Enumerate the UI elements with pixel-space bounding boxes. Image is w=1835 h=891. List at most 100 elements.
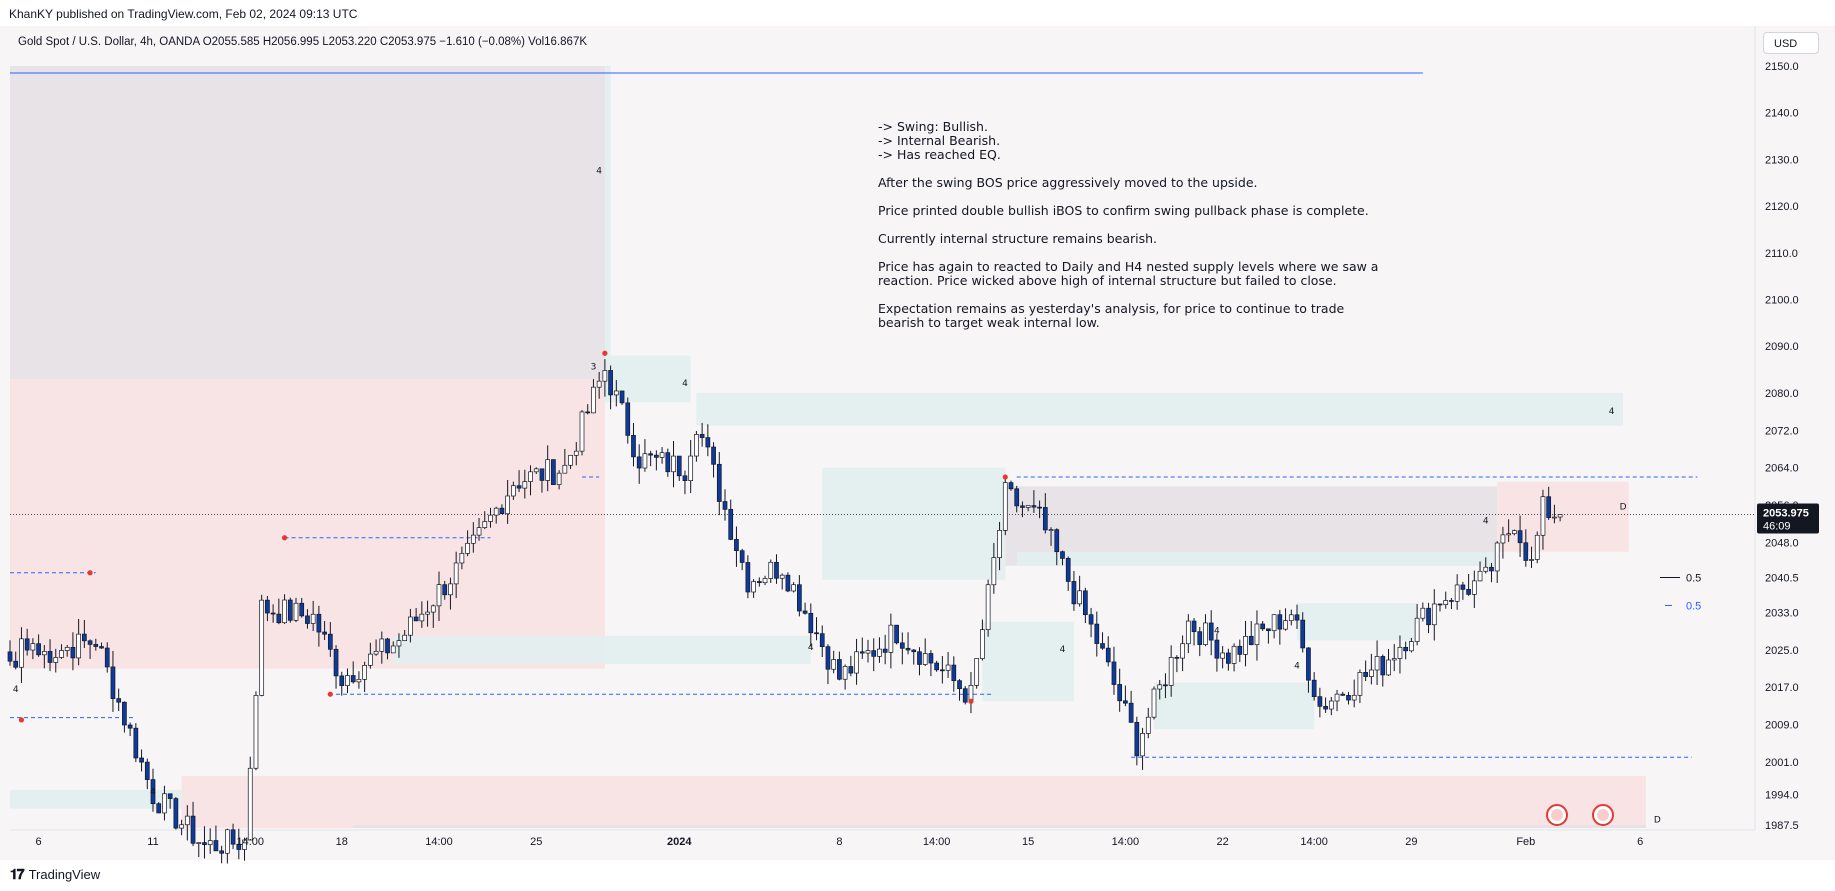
bear-candle xyxy=(327,633,333,650)
bear-candle xyxy=(1214,639,1220,659)
bull-candle xyxy=(997,529,1002,559)
bull-candle xyxy=(985,584,991,630)
bear-candle xyxy=(7,651,13,662)
bear-candle xyxy=(122,701,127,726)
bull-candle xyxy=(1328,700,1334,710)
bull-candle xyxy=(253,695,259,769)
pivot-marker xyxy=(1002,474,1008,480)
bull-candle xyxy=(1025,505,1031,508)
bull-candle xyxy=(373,650,379,655)
price-tick-label: 2017.0 xyxy=(1765,682,1799,694)
bull-candle xyxy=(1540,496,1546,536)
note-line: -> Has reached EQ. xyxy=(878,147,1001,162)
bull-candle xyxy=(1409,641,1414,652)
us-flag-icon[interactable] xyxy=(1592,804,1614,826)
bull-candle xyxy=(356,678,362,683)
bear-candle xyxy=(1260,623,1266,630)
symbol-info[interactable]: Gold Spot / U.S. Dollar, 4h, OANDA O2055… xyxy=(18,36,588,48)
time-tick-label: 25 xyxy=(530,836,542,848)
us-flag-icon[interactable] xyxy=(1546,804,1568,826)
bear-candle xyxy=(276,613,282,624)
time-tick-label: 14:00 xyxy=(236,836,264,848)
bull-candle xyxy=(528,471,533,482)
bull-candle xyxy=(1374,656,1380,671)
tradingview-brand[interactable]: 𝟏𝟕 TradingView xyxy=(10,866,100,883)
bull-candle xyxy=(184,815,190,826)
bear-candle xyxy=(385,638,390,654)
bull-candle xyxy=(41,651,47,656)
bull-candle xyxy=(1431,603,1437,626)
bear-candle xyxy=(1363,672,1368,677)
bear-candle xyxy=(619,390,625,404)
time-tick-label: 22 xyxy=(1217,836,1229,848)
bull-candle xyxy=(396,640,402,647)
bull-candle xyxy=(791,584,796,592)
price-tick-label: 2080.0 xyxy=(1765,388,1799,400)
event-flags[interactable] xyxy=(1546,804,1614,826)
pivot-marker xyxy=(602,350,608,356)
currency-button[interactable]: USD xyxy=(1763,32,1819,54)
bull-candle xyxy=(402,634,408,641)
bull-candle xyxy=(613,390,619,396)
bear-candle xyxy=(825,646,831,670)
bear-candle xyxy=(882,648,888,653)
bear-candle xyxy=(1489,566,1494,572)
candles-layer xyxy=(7,359,1563,864)
bull-candle xyxy=(30,643,36,651)
bull-candle xyxy=(430,605,436,613)
time-tick-label: Feb xyxy=(1516,836,1535,848)
bull-candle xyxy=(694,434,699,457)
analysis-note: -> Swing: Bullish. -> Internal Bearish. ->… xyxy=(878,120,1438,330)
bull-candle xyxy=(242,839,247,850)
time-tick-label: 14:00 xyxy=(1112,836,1140,848)
price-axis[interactable]: 2150.0 2140.0 2130.0 2120.0 2110.0 2100.0 2090… xyxy=(1757,61,1819,832)
time-tick-label: 18 xyxy=(336,836,348,848)
bull-candle xyxy=(511,485,516,497)
bull-candle xyxy=(991,557,997,586)
bear-candle xyxy=(848,666,854,674)
fib-level-label: 0.5 xyxy=(1686,572,1701,584)
demand-zone xyxy=(604,66,611,379)
price-tick-label: 2033.0 xyxy=(1765,607,1799,619)
bull-candle xyxy=(762,578,768,584)
bull-candle xyxy=(19,638,24,668)
demand-zone xyxy=(604,355,691,403)
bear-candle xyxy=(24,638,30,651)
bar-countdown: 46:09 xyxy=(1763,521,1791,533)
bull-candle xyxy=(1386,659,1391,676)
note-line xyxy=(878,288,1438,302)
structure-label: 4 xyxy=(1483,517,1489,527)
tradingview-logo-icon: 𝟏𝟕 xyxy=(10,866,25,882)
note-line: Price has again to reacted to Daily and … xyxy=(878,259,1379,274)
time-tick-label: 14:00 xyxy=(923,836,951,848)
bear-candle xyxy=(1163,684,1168,687)
bear-candle xyxy=(899,642,905,649)
bear-candle xyxy=(265,599,270,614)
bear-candle xyxy=(1065,558,1071,582)
us-flag-icon-fill xyxy=(1597,809,1609,821)
time-tick-label: 8 xyxy=(836,836,842,848)
bear-candle xyxy=(1060,551,1065,559)
time-axis[interactable]: 6 11 14:00 18 14:00 25 2024 8 14:00 15 14:00 22 14:0… xyxy=(36,836,1644,848)
bull-candle xyxy=(1002,482,1008,531)
bear-candle xyxy=(202,842,207,845)
bear-candle xyxy=(287,599,293,621)
bear-candle xyxy=(636,456,642,469)
bear-candle xyxy=(190,815,196,844)
bull-candle xyxy=(779,574,785,579)
price-tick-label: 2150.0 xyxy=(1765,61,1799,73)
bear-candle xyxy=(1266,628,1271,632)
price-tick-label: 2090.0 xyxy=(1765,341,1799,353)
bull-candle xyxy=(368,653,373,666)
bear-candle xyxy=(1020,505,1025,508)
bull-candle xyxy=(1391,658,1397,661)
time-tick-label: 11 xyxy=(147,836,158,848)
bear-candle xyxy=(894,624,899,644)
note-line: -> Internal Bearish. xyxy=(878,133,1001,148)
bear-candle xyxy=(665,452,671,473)
note-line xyxy=(878,162,1438,176)
bear-candle xyxy=(1546,496,1552,518)
bull-candle xyxy=(573,450,579,456)
note-line: reaction. Price wicked above high of int… xyxy=(878,273,1337,288)
